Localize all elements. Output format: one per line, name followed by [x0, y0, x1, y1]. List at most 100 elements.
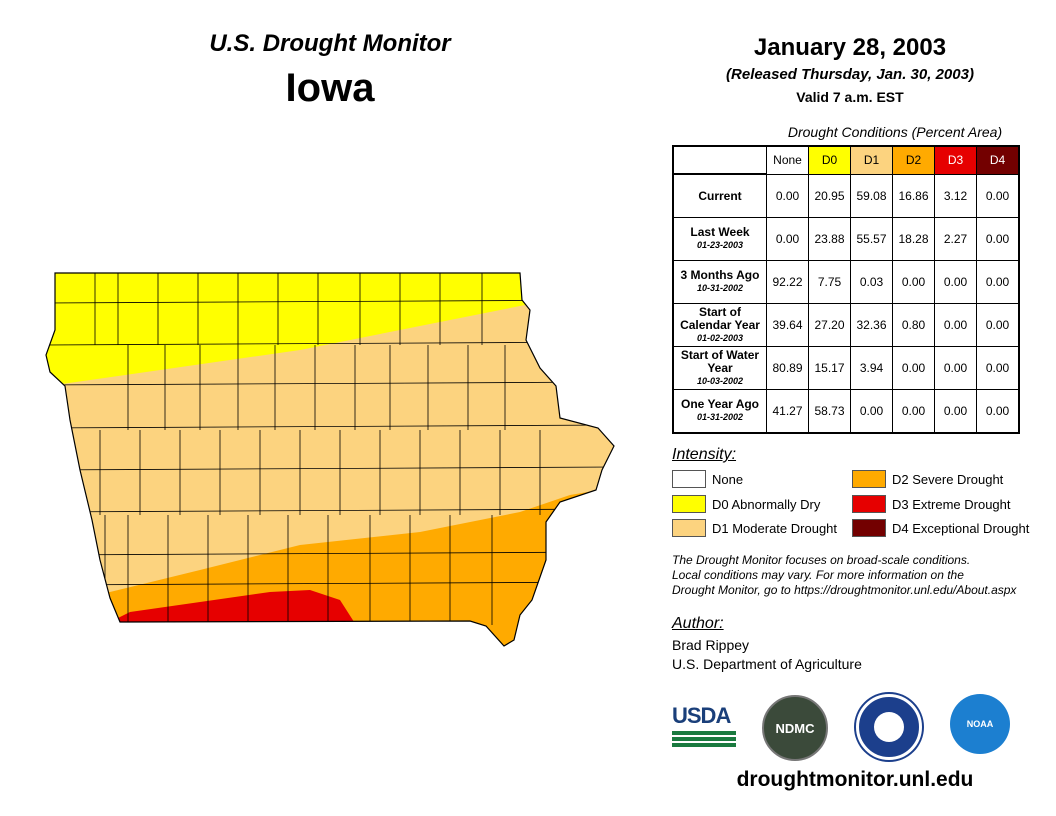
- row-label: Start of Water Year 10-03-2002: [672, 346, 767, 390]
- author-title: Author:: [672, 615, 724, 632]
- table-cell: 55.57: [850, 217, 893, 261]
- note-line: The Drought Monitor focuses on broad-sca…: [672, 553, 971, 567]
- col-none: None: [766, 145, 809, 175]
- legend-swatch: [672, 470, 706, 488]
- col-d1: D1: [850, 145, 893, 175]
- table-cell: 59.08: [850, 173, 893, 218]
- table-cell: 0.00: [976, 260, 1020, 304]
- table-cell: 0.00: [976, 173, 1020, 218]
- row-date: 01-31-2002: [696, 412, 744, 422]
- valid-time: Valid 7 a.m. EST: [796, 89, 904, 105]
- col-d2: D2: [892, 145, 935, 175]
- county-line: [46, 508, 614, 513]
- table-cell: 0.00: [892, 260, 935, 304]
- table-cell: 15.17: [808, 346, 851, 390]
- legend-swatch: [852, 470, 886, 488]
- disclaimer-note: The Drought Monitor focuses on broad-sca…: [672, 553, 1052, 598]
- row-label-text: Last Week: [690, 225, 750, 239]
- legend-label: None: [712, 471, 744, 487]
- legend-item: None: [672, 470, 743, 488]
- d3-region: [110, 590, 356, 630]
- legend-swatch: [852, 519, 886, 537]
- col-d0: D0: [808, 145, 851, 175]
- table-cell: 0.00: [976, 303, 1020, 347]
- table-cell: 20.95: [808, 173, 851, 218]
- legend-item: D4 Exceptional Drought: [852, 519, 1029, 537]
- table-row: One Year Ago 01-31-2002 41.27 58.73 0.00 0.00…: [672, 389, 1020, 434]
- table-cell: 18.28: [892, 217, 935, 261]
- col-d3: D3: [934, 145, 977, 175]
- table-cell: 0.00: [766, 173, 809, 218]
- row-label-text: 3 Months Ago: [680, 268, 760, 282]
- legend-label: D2 Severe Drought: [892, 471, 1004, 487]
- noaa-logo: NOAA: [950, 694, 1010, 754]
- legend-swatch: [672, 519, 706, 537]
- usda-logo-text: USDA: [672, 703, 731, 728]
- table-cell: 58.73: [808, 389, 851, 434]
- table-cell: 0.00: [934, 389, 977, 434]
- legend-item: D2 Severe Drought: [852, 470, 1003, 488]
- row-label-text: Current: [698, 188, 742, 203]
- table-cell: 39.64: [766, 303, 809, 347]
- table-cell: 0.03: [850, 260, 893, 304]
- table-cell: 80.89: [766, 346, 809, 390]
- table-row: Last Week 01-23-2003 0.00 23.88 55.57 18.28 2.…: [672, 217, 1020, 261]
- table-cell: 0.00: [976, 346, 1020, 390]
- table-cell: 3.94: [850, 346, 893, 390]
- iowa-drought-map: [45, 272, 615, 647]
- noaa-logo-text: NOAA: [966, 719, 994, 729]
- table-title: Drought Conditions (Percent Area): [787, 124, 1003, 140]
- legend-swatch: [672, 495, 706, 513]
- county-line: [46, 341, 614, 346]
- county-line: [46, 466, 614, 471]
- website-url[interactable]: droughtmonitor.unl.edu: [736, 768, 974, 791]
- table-cell: 41.27: [766, 389, 809, 434]
- row-label-text: Start of Calendar Year: [680, 304, 760, 332]
- table-cell: 0.80: [892, 303, 935, 347]
- row-label-text: Start of Water Year: [680, 347, 760, 375]
- map-title: U.S. Drought Monitor: [209, 30, 451, 57]
- author-org: U.S. Department of Agriculture: [672, 656, 862, 672]
- row-label: Start of Calendar Year 01-02-2003: [672, 303, 767, 347]
- col-d4: D4: [976, 145, 1020, 175]
- table-row: Start of Calendar Year 01-02-2003 39.64 27.…: [672, 303, 1020, 347]
- table-cell: 7.75: [808, 260, 851, 304]
- legend-title: Intensity:: [672, 446, 737, 463]
- row-label: Last Week 01-23-2003: [672, 217, 767, 261]
- legend-swatch: [852, 495, 886, 513]
- table-cell: 0.00: [850, 389, 893, 434]
- table-row: Current 0.00 20.95 59.08 16.86 3.12 0.00: [672, 173, 1020, 218]
- row-date: 01-02-2003: [696, 332, 744, 343]
- state-name: Iowa: [285, 66, 375, 110]
- note-line: Local conditions may vary. For more info…: [672, 568, 964, 582]
- county-line: [46, 551, 614, 556]
- table-cell: 32.36: [850, 303, 893, 347]
- row-label: 3 Months Ago 10-31-2002: [672, 260, 767, 304]
- table-cell: 0.00: [934, 346, 977, 390]
- table-cell: 2.27: [934, 217, 977, 261]
- author-name: Brad Rippey: [672, 637, 750, 653]
- row-date: 10-03-2002: [696, 375, 744, 386]
- legend-label: D0 Abnormally Dry: [712, 496, 821, 512]
- legend-label: D3 Extreme Drought: [892, 496, 1011, 512]
- table-cell: 0.00: [976, 217, 1020, 261]
- legend-item: D0 Abnormally Dry: [672, 495, 820, 513]
- table-cell: 3.12: [934, 173, 977, 218]
- row-date: 10-31-2002: [696, 283, 744, 293]
- drought-conditions-table: None D0 D1 D2 D3 D4 Current 0.00 20.95 59.0…: [672, 145, 1020, 434]
- table-cell: 0.00: [934, 260, 977, 304]
- table-cell: 0.00: [976, 389, 1020, 434]
- note-line: Drought Monitor, go to https://droughtmo…: [672, 583, 1017, 597]
- table-cell: 0.00: [934, 303, 977, 347]
- map-date: January 28, 2003: [753, 34, 947, 61]
- county-line: [46, 581, 614, 586]
- table-row: Start of Water Year 10-03-2002 80.89 15.17 3…: [672, 346, 1020, 390]
- table-cell: 0.00: [892, 346, 935, 390]
- usda-logo: USDA: [672, 703, 736, 747]
- ndmc-logo-text: NDMC: [775, 720, 815, 736]
- table-cell: 23.88: [808, 217, 851, 261]
- legend-label: D4 Exceptional Drought: [892, 520, 1030, 536]
- row-label-text: One Year Ago: [680, 397, 760, 411]
- county-line: [46, 381, 614, 386]
